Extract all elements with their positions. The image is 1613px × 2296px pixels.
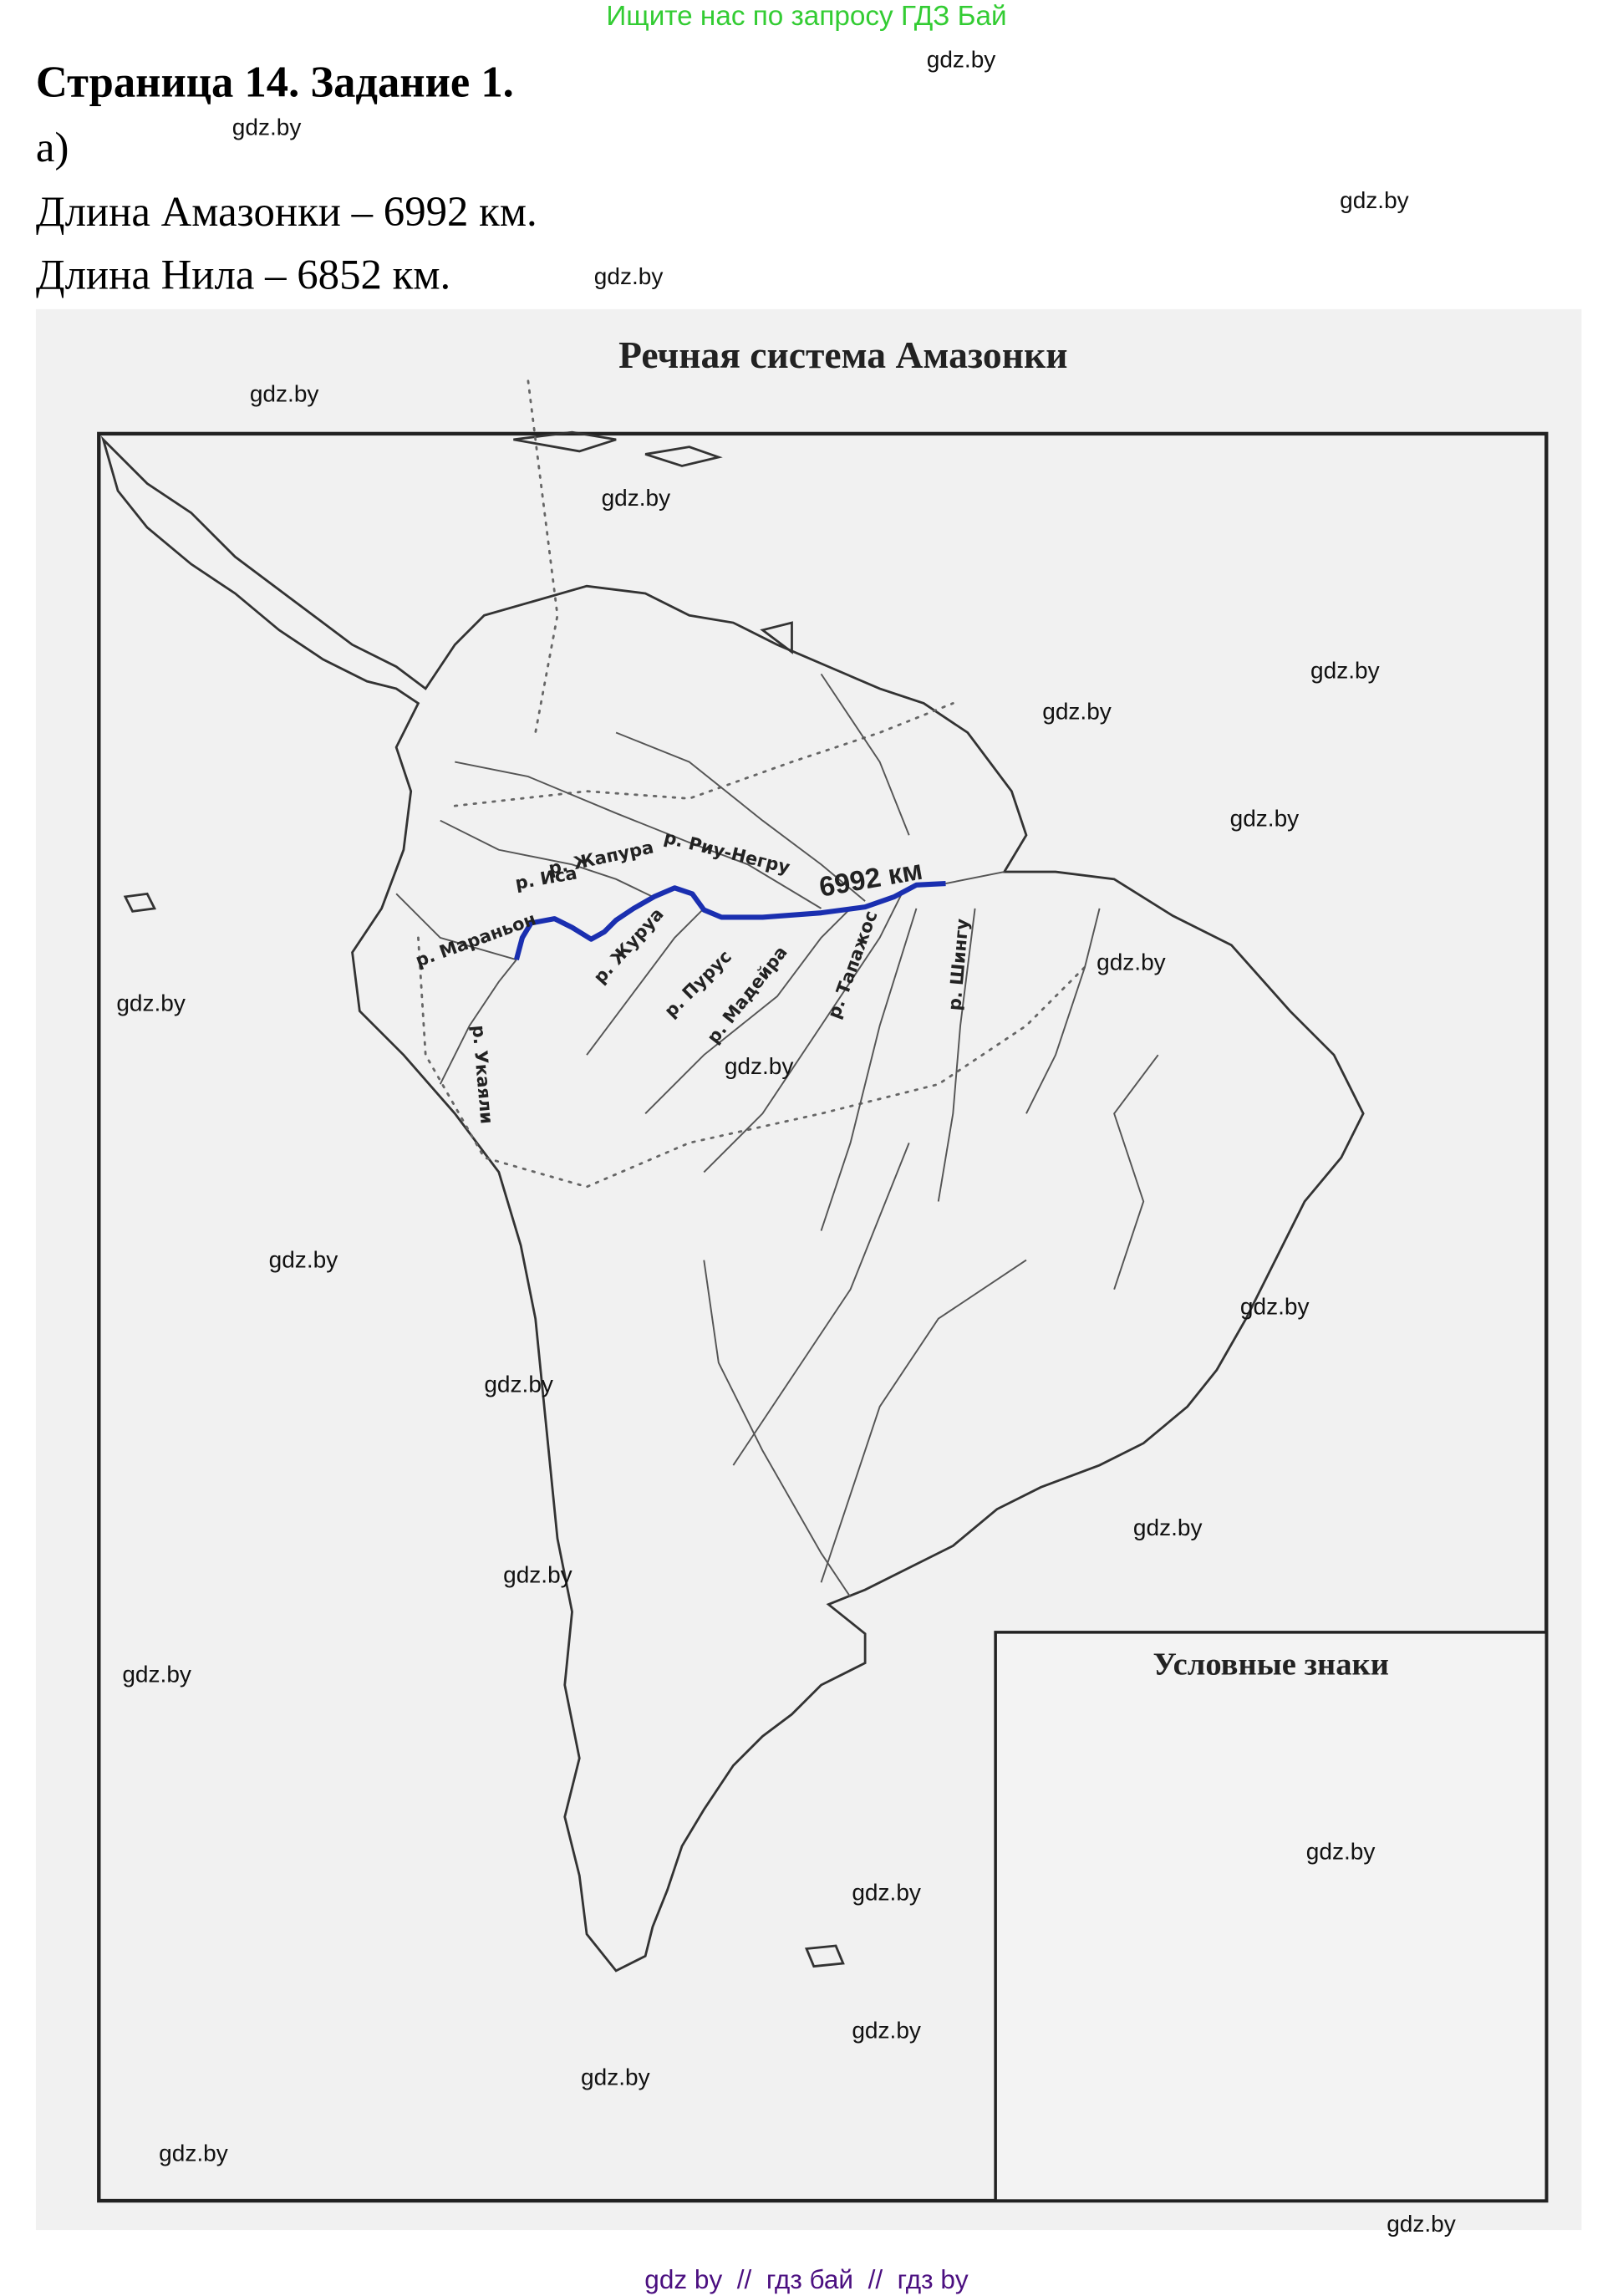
watermark: gdz.by: [1042, 699, 1112, 725]
watermark: gdz.by: [116, 990, 186, 1016]
watershed-line: [417, 936, 1086, 1189]
amazon-map: Речная система Амазонки: [35, 308, 1582, 2231]
watermark: gdz.by: [1240, 1293, 1310, 1319]
watermark: gdz.by: [1310, 658, 1380, 684]
continent-outline: [100, 435, 1365, 1973]
nile-length-line: Длина Нила – 6852 км.: [36, 251, 450, 298]
island: [644, 445, 723, 467]
watermark: gdz.by: [852, 2017, 921, 2043]
amazon-river-line: [513, 881, 946, 961]
island: [513, 430, 617, 453]
watermark: gdz.by: [484, 1371, 553, 1397]
island: [804, 1944, 845, 1968]
watermark: gdz.by: [852, 1880, 921, 1906]
task-part: а): [36, 124, 69, 171]
watermark: gdz.by: [159, 2141, 228, 2166]
watermark: gdz.by: [725, 1053, 794, 1079]
watermark: gdz.by: [927, 47, 996, 73]
watermark: gdz.by: [1097, 949, 1166, 975]
island: [123, 892, 157, 913]
legend-title: Условные знаки: [1153, 1647, 1388, 1683]
watermark: gdz.by: [1230, 806, 1300, 832]
legend-box: [994, 1631, 1549, 2202]
search-hint[interactable]: Ищите нас по запросу ГДЗ Бай: [606, 1, 1006, 32]
island: [760, 621, 793, 654]
amazon-length-line: Длина Амазонки – 6992 км.: [36, 188, 537, 235]
watermarks: gdz.by gdz.by gdz.by gdz.by gdz.by gdz.b…: [116, 47, 1455, 2237]
map-title: Речная система Амазонки: [618, 333, 1067, 376]
watermark: gdz.by: [1387, 2211, 1456, 2237]
watermark: gdz.by: [1306, 1839, 1376, 1865]
watermark: gdz.by: [602, 485, 671, 511]
watermark: gdz.by: [503, 1561, 572, 1587]
watermark: gdz.by: [1340, 187, 1409, 213]
watermark: gdz.by: [1133, 1515, 1203, 1540]
watershed-line: [527, 379, 559, 734]
map-frame: [97, 431, 1549, 2203]
watershed-line: [453, 702, 954, 807]
footer-links[interactable]: gdz by // гдз бай // гдз by: [644, 2264, 969, 2294]
watermark: gdz.by: [581, 2064, 650, 2090]
watermark: gdz.by: [250, 380, 319, 406]
task-title: Страница 14. Задание 1.: [36, 59, 514, 107]
watermark: gdz.by: [232, 114, 302, 140]
watermark: gdz.by: [269, 1246, 338, 1272]
watermark: gdz.by: [594, 263, 664, 289]
watermark: gdz.by: [122, 1661, 191, 1687]
tributaries: [395, 673, 1159, 1598]
